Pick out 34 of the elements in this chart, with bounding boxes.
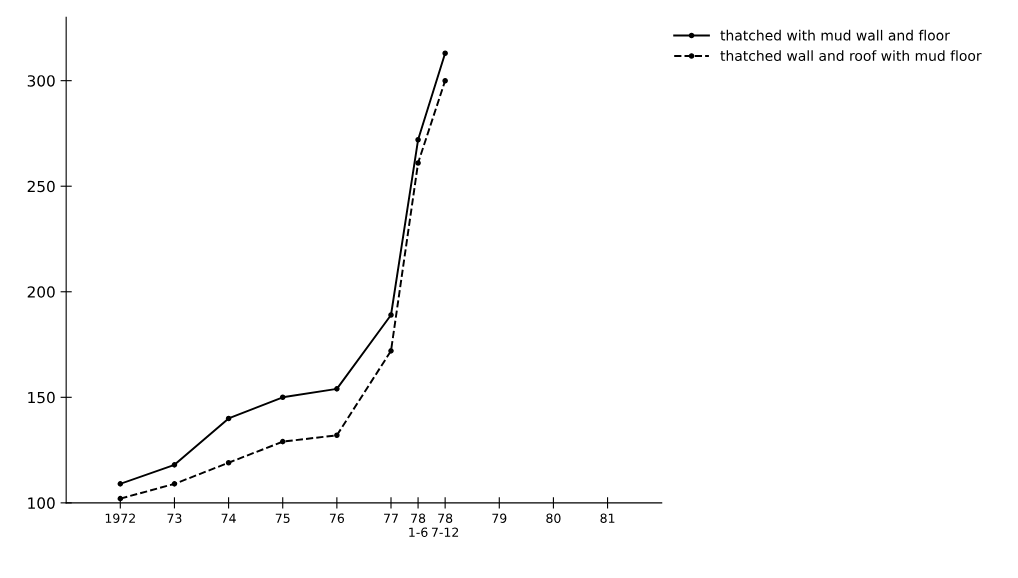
legend-label: thatched wall and roof with mud floor [720, 50, 982, 61]
x-tick-label: 80 [546, 513, 561, 523]
y-tick-label: 300 [27, 75, 55, 87]
point [388, 312, 394, 318]
point [442, 50, 448, 57]
x-tick-label: 76 [329, 513, 345, 523]
point [171, 462, 178, 468]
x-tick-label: 1972 [105, 513, 135, 523]
point [225, 459, 232, 466]
point [388, 348, 394, 354]
point [442, 77, 448, 84]
point [415, 160, 421, 166]
y-tick-label: 150 [28, 391, 55, 404]
point [334, 386, 340, 392]
legend-label: thatched with mud wall and floor [720, 29, 950, 41]
x-tick-label: 74 [221, 513, 236, 523]
x-tick-label: 81 [600, 513, 615, 523]
x-tick-label: 78 1-6 [409, 513, 428, 537]
point [279, 394, 286, 401]
point [225, 415, 232, 422]
x-tick-label: 78 7-12 [431, 513, 459, 537]
x-tick-label: 79 [492, 513, 507, 523]
x-tick-label: 77 [384, 513, 398, 523]
point [279, 438, 286, 445]
point [334, 432, 340, 439]
point [171, 481, 178, 487]
x-tick-label: 73 [167, 513, 182, 523]
point [415, 136, 421, 143]
point [117, 495, 124, 502]
y-tick-label: 200 [27, 286, 55, 298]
y-tick-label: 250 [27, 180, 55, 193]
point [117, 481, 124, 487]
x-tick-label: 75 [275, 513, 290, 523]
y-tick-label: 100 [28, 497, 55, 509]
